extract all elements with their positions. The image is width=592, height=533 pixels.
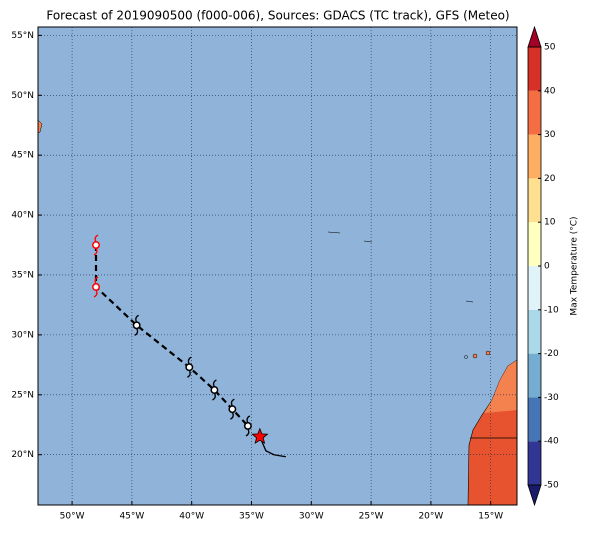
colorbar-band <box>528 134 541 179</box>
cyclone-eye <box>92 283 100 291</box>
x-tick-label: 50°W <box>60 512 85 522</box>
colorbar-band <box>528 222 541 266</box>
cyclone-eye <box>92 241 100 249</box>
chart-title: Forecast of 2019090500 (f000-006), Sourc… <box>46 9 509 23</box>
x-tick-label: 20°W <box>418 512 443 522</box>
y-tick-label: 40°N <box>11 211 34 221</box>
colorbar-tick-label: -40 <box>544 437 559 447</box>
colorbar-band <box>528 309 541 354</box>
cyclone-eye <box>228 405 237 414</box>
colorbar-tick-label: 40 <box>544 86 556 96</box>
colorbar-extend <box>527 484 542 507</box>
y-tick-label: 55°N <box>11 31 34 41</box>
cyclone-arm <box>245 415 251 437</box>
cyclone-marker <box>210 379 219 401</box>
colorbar-tick-label: 30 <box>544 130 556 140</box>
cyclone-marker <box>243 415 252 437</box>
cyclone-marker <box>228 398 237 420</box>
colorbar-band <box>528 441 541 485</box>
past-track <box>259 436 286 458</box>
land <box>38 119 517 505</box>
cyclone-arm <box>93 276 99 298</box>
cyclone-marker <box>92 234 100 256</box>
cyclone-marker <box>185 356 194 378</box>
cyclone-arm <box>134 314 139 336</box>
colorbar-tick-label: -20 <box>544 349 559 359</box>
colorbar-tick-label: 10 <box>544 218 556 228</box>
colorbar-tick-label: 0 <box>544 262 550 272</box>
y-tick-label: 45°N <box>11 151 34 161</box>
colorbar-tick-label: -50 <box>544 481 559 491</box>
x-tick-label: 40°W <box>179 512 204 522</box>
x-tick-label: 30°W <box>299 512 324 522</box>
colorbar-tick-label: 50 <box>544 43 556 53</box>
x-tick-label: 45°W <box>119 512 144 522</box>
cyclone-eye <box>132 321 141 330</box>
y-tick-label: 50°N <box>11 91 34 101</box>
cyclone-arm <box>186 356 192 378</box>
cyclone-arm <box>93 234 99 256</box>
y-tick-label: 25°N <box>11 390 34 400</box>
x-tick-label: 35°W <box>239 512 264 522</box>
cyclone-arm <box>230 398 235 420</box>
colorbar-label: Max Temperature (°C) <box>570 216 580 315</box>
current-position <box>251 427 269 445</box>
colorbar-band <box>528 397 541 442</box>
colorbar-band <box>528 266 541 310</box>
x-tick-label: 15°W <box>478 512 503 522</box>
colorbar-band <box>528 90 541 135</box>
cyclone-eye <box>243 421 252 430</box>
cyclone-eye <box>210 386 219 394</box>
colorbar-band <box>528 353 541 398</box>
x-tick-label: 25°W <box>359 512 384 522</box>
y-tick-label: 30°N <box>11 330 34 340</box>
cyclone-arm <box>212 379 217 401</box>
colorbar-tick-label: -10 <box>544 305 559 315</box>
map-frame <box>37 26 518 506</box>
y-tick-label: 35°N <box>11 270 34 280</box>
colorbar-tick-label: 20 <box>544 174 556 184</box>
colorbar-band <box>528 178 541 223</box>
y-tick-label: 20°N <box>11 450 34 460</box>
cyclone-eye <box>185 363 194 372</box>
colorbar-tick-label: -30 <box>544 393 559 403</box>
colorbar-band <box>528 47 541 91</box>
ocean <box>38 27 517 505</box>
colorbar-extend <box>527 25 542 48</box>
cyclone-marker <box>92 276 100 298</box>
cyclone-marker <box>132 314 141 336</box>
